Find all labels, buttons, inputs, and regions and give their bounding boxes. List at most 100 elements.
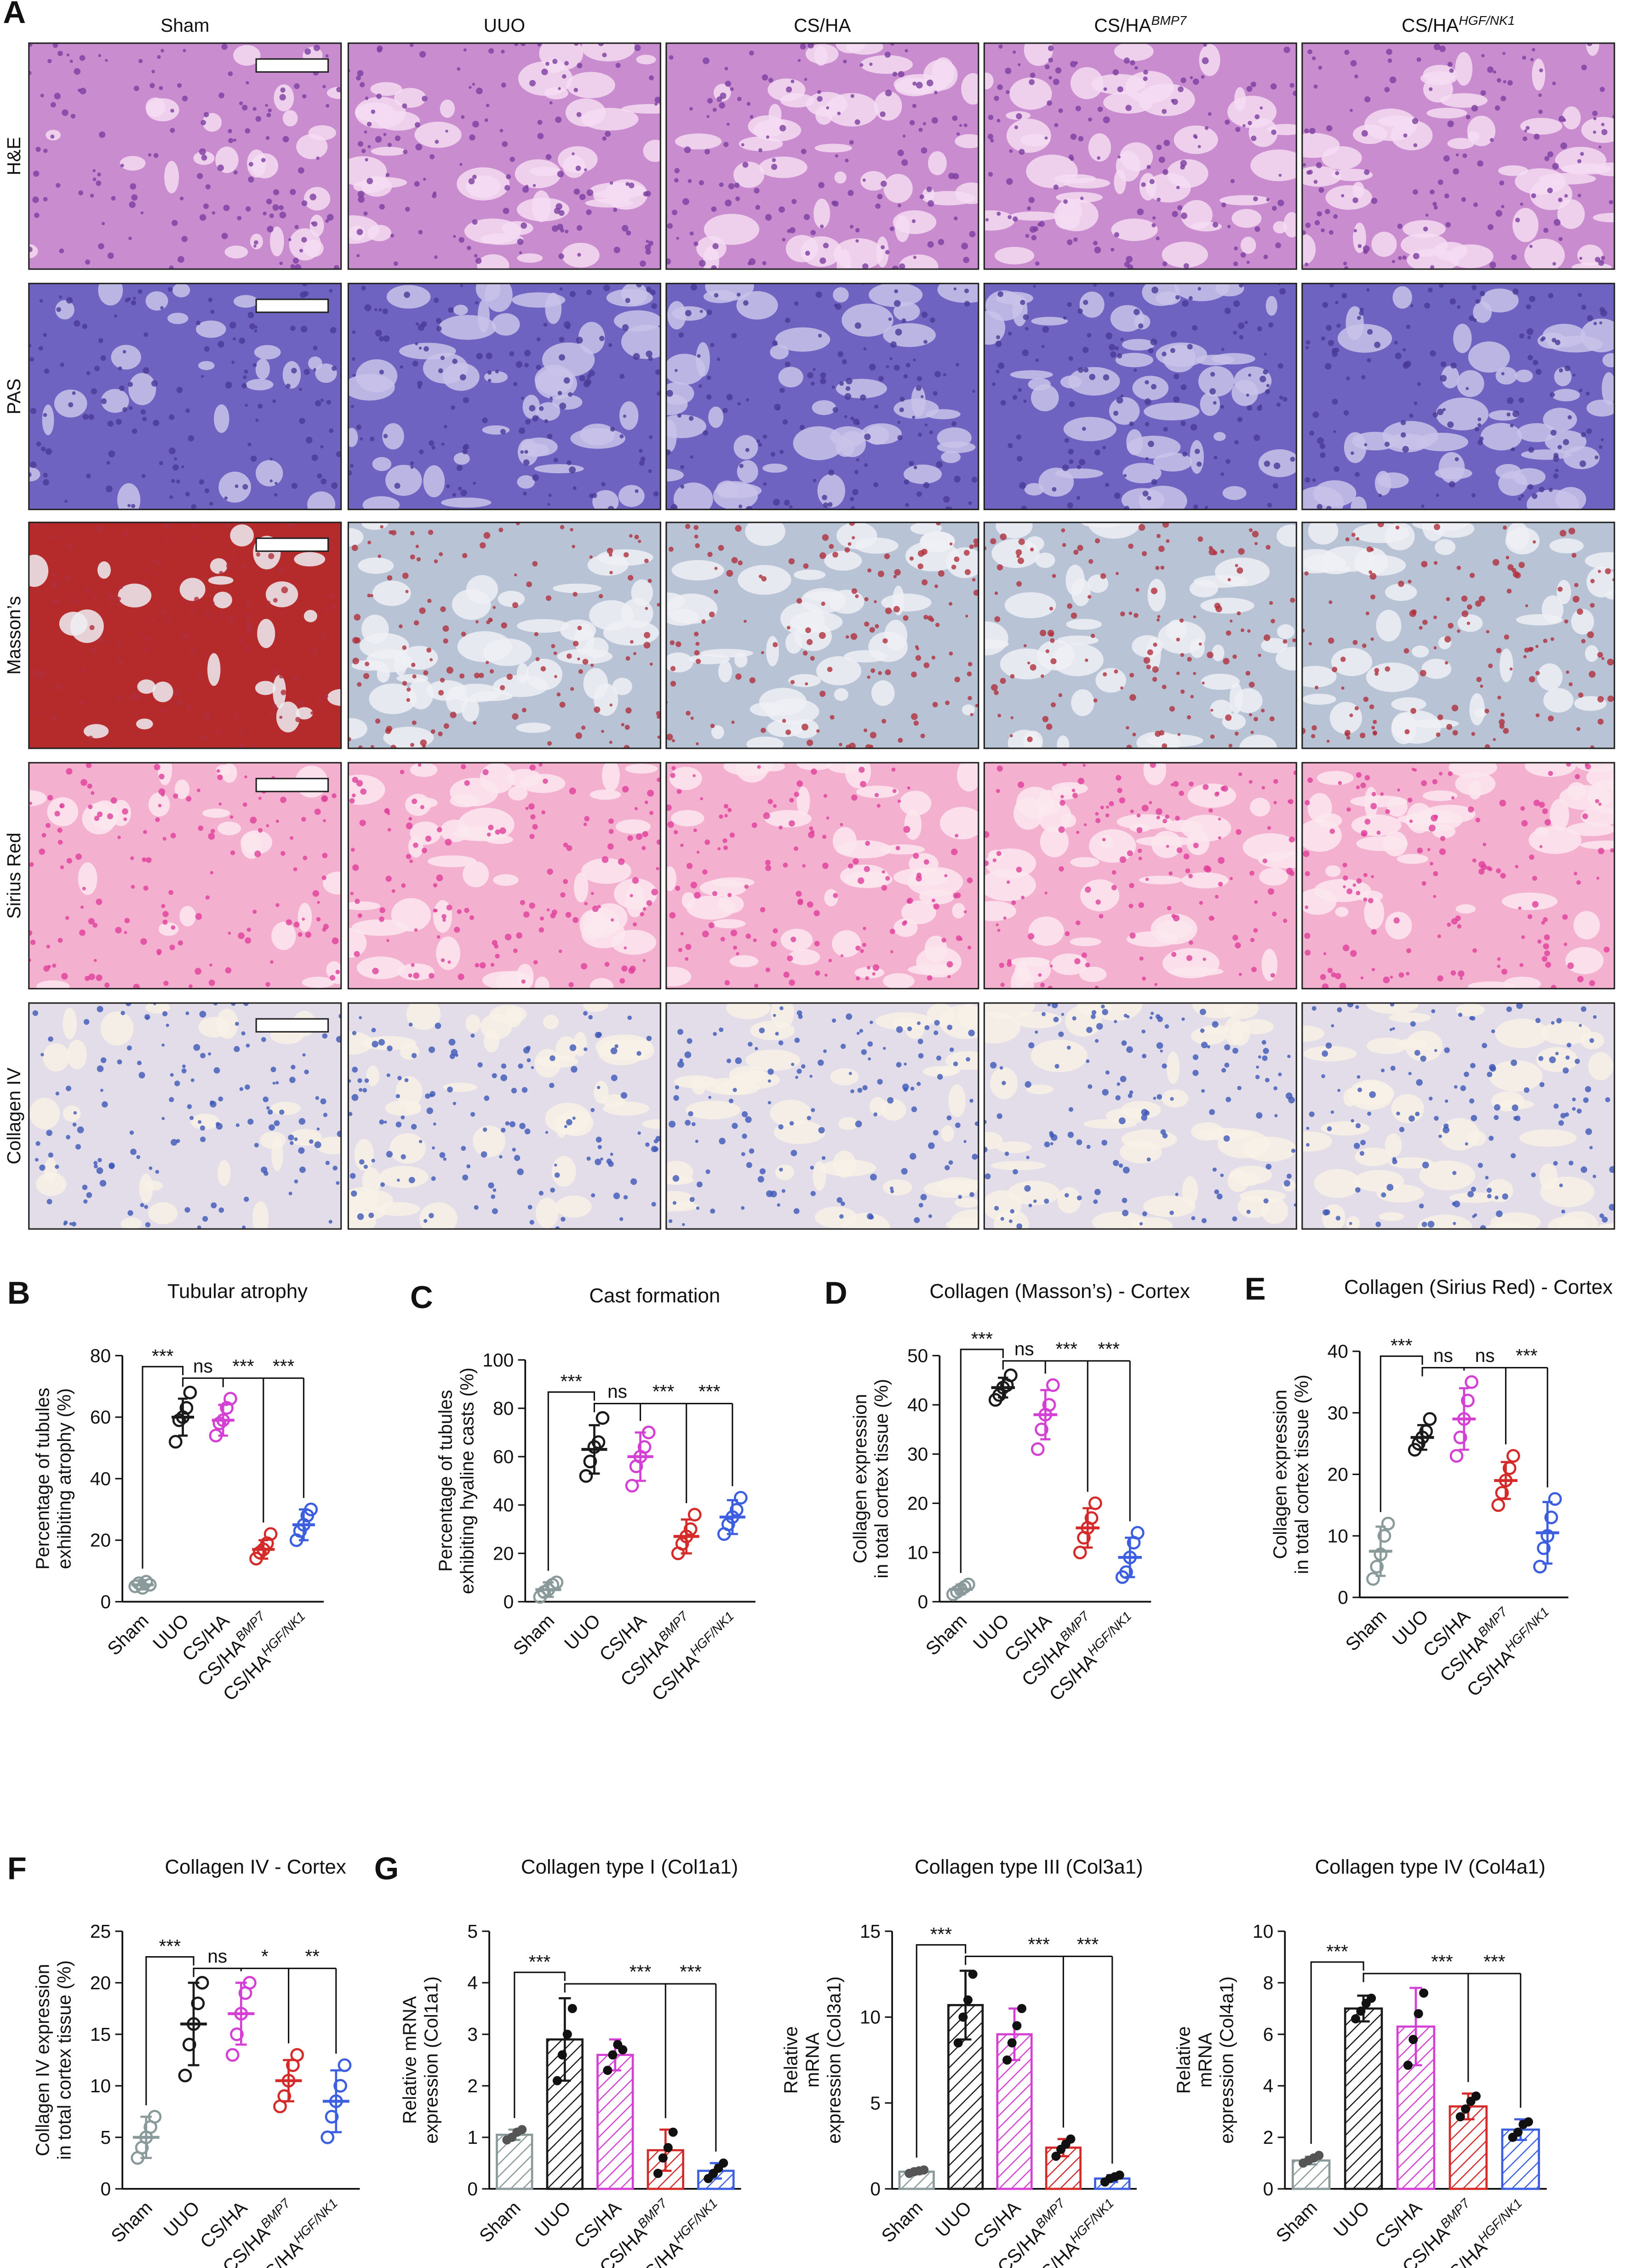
nucleus [1429, 87, 1432, 91]
nucleus [813, 910, 820, 917]
tubule [842, 1213, 890, 1243]
nucleus [685, 957, 688, 961]
nucleus [519, 251, 522, 254]
nucleus [694, 892, 701, 899]
nucleus [1071, 613, 1077, 619]
nucleus [1439, 848, 1446, 855]
tubule [218, 1160, 230, 1186]
nucleus [994, 96, 999, 101]
nucleus [1341, 687, 1345, 690]
nucleus [117, 602, 120, 605]
nucleus [1386, 1184, 1393, 1191]
nucleus [174, 690, 179, 696]
nucleus [401, 883, 406, 888]
nucleus [177, 387, 183, 393]
nucleus [1529, 676, 1535, 683]
tubule [1412, 646, 1429, 658]
nucleus [1590, 603, 1595, 608]
tubule [730, 955, 759, 967]
nucleus [969, 545, 974, 549]
nucleus [1532, 876, 1537, 881]
tubule [256, 359, 270, 380]
nucleus [1539, 69, 1543, 73]
nucleus [204, 714, 211, 721]
nucleus [1581, 1006, 1586, 1012]
nucleus [819, 258, 826, 264]
histology-image [653, 752, 984, 989]
tubule [1543, 688, 1573, 712]
nucleus [790, 80, 794, 83]
nucleus [673, 1201, 676, 1205]
nucleus [1589, 1146, 1592, 1149]
nucleus [422, 848, 427, 853]
nucleus [291, 368, 297, 373]
nucleus [458, 487, 462, 491]
nucleus [499, 827, 506, 834]
nucleus [790, 936, 796, 942]
nucleus [1291, 1148, 1295, 1153]
nucleus [1266, 545, 1271, 550]
nucleus [1370, 803, 1377, 810]
nucleus [1499, 800, 1506, 807]
nucleus [1129, 421, 1134, 426]
nucleus [1518, 562, 1525, 568]
nucleus [1076, 106, 1081, 111]
tubule [579, 910, 605, 940]
nucleus [275, 1081, 279, 1085]
nucleus [386, 1151, 393, 1157]
nucleus [1471, 1115, 1477, 1121]
nucleus [893, 789, 897, 793]
tubule [1250, 798, 1270, 817]
nucleus [1578, 293, 1582, 297]
nucleus [204, 112, 209, 117]
nucleus [266, 136, 269, 140]
nucleus [59, 295, 62, 299]
nucleus [848, 863, 853, 868]
nucleus [952, 115, 957, 121]
nucleus [741, 143, 744, 146]
nucleus [912, 81, 916, 86]
nucleus [90, 194, 94, 197]
nucleus [1171, 914, 1175, 918]
nucleus [1271, 83, 1277, 90]
nucleus [822, 862, 829, 869]
nucleus [451, 1049, 458, 1056]
nucleus [519, 428, 525, 434]
data-point [580, 1470, 592, 1482]
nucleus [182, 236, 188, 242]
nucleus [198, 1120, 201, 1124]
nucleus [1231, 179, 1235, 183]
nucleus [1559, 1183, 1563, 1187]
nucleus [802, 723, 808, 730]
tubule [1191, 1122, 1224, 1141]
nucleus [599, 594, 603, 598]
nucleus [573, 917, 578, 923]
nucleus [169, 414, 174, 420]
nucleus [367, 145, 371, 148]
nucleus [386, 173, 389, 177]
nucleus [789, 798, 794, 803]
nucleus [1120, 686, 1123, 689]
nucleus [639, 449, 642, 453]
nucleus [127, 297, 131, 300]
nucleus [819, 691, 825, 697]
nucleus [636, 281, 642, 287]
nucleus [1156, 144, 1162, 150]
nucleus [1376, 831, 1380, 835]
tubule [552, 395, 583, 410]
nucleus [1457, 629, 1460, 632]
nucleus [378, 555, 381, 558]
tubule [1079, 967, 1106, 982]
nucleus [523, 1047, 530, 1053]
histology-image [334, 759, 662, 996]
nucleus [46, 945, 50, 948]
nucleus [1187, 657, 1191, 661]
nucleus [605, 131, 611, 137]
nucleus [690, 455, 693, 459]
nucleus [694, 632, 698, 636]
nucleus [154, 153, 159, 158]
nucleus [1432, 412, 1437, 417]
nucleus [414, 620, 419, 626]
nucleus [1326, 1042, 1332, 1049]
tubule [1231, 209, 1261, 228]
